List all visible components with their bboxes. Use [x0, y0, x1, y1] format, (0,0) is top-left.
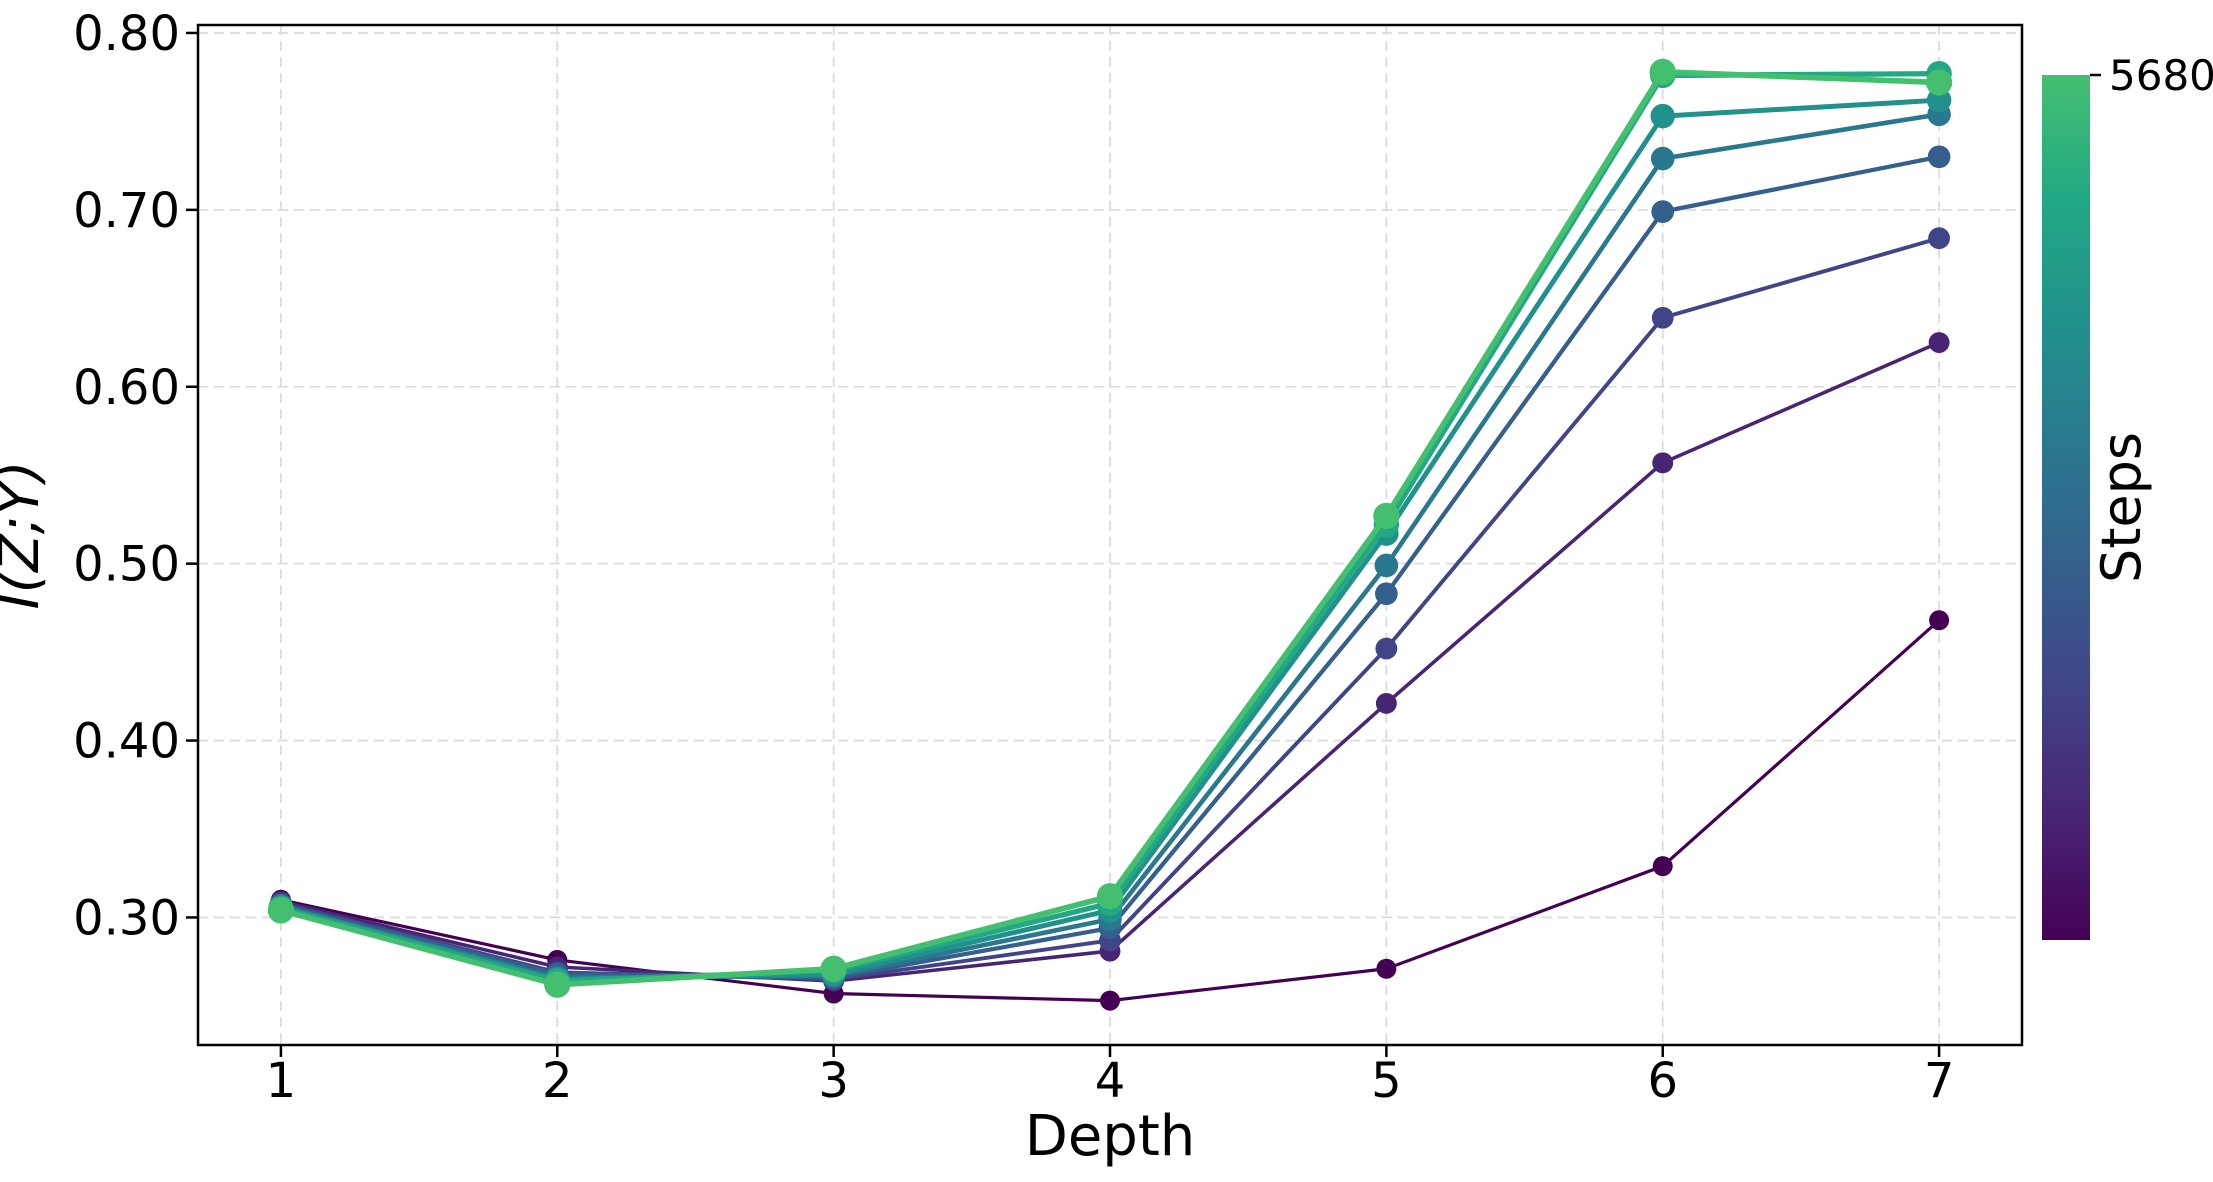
colorbar-label: Steps	[2090, 432, 2153, 583]
steps-line-8	[267, 58, 1953, 998]
data-point	[1375, 637, 1398, 660]
y-axis-label: I(Z;Y)	[0, 461, 51, 610]
data-point	[1375, 582, 1398, 606]
colorbar	[2042, 75, 2090, 940]
y-tick-label: 0.30	[73, 890, 180, 946]
data-point	[1651, 200, 1675, 223]
x-tick-label: 4	[1095, 1053, 1126, 1109]
series-line	[280, 154, 1940, 980]
y-tick-label: 0.70	[73, 183, 180, 239]
data-point	[1650, 103, 1675, 129]
y-tick-label: 0.40	[73, 714, 180, 770]
x-tick-label: 3	[818, 1053, 849, 1109]
x-tick-label: 6	[1647, 1053, 1678, 1109]
y-tick-label: 0.80	[73, 6, 180, 62]
data-point	[1096, 883, 1124, 910]
x-tick-label: 5	[1371, 1053, 1402, 1109]
data-point	[1925, 69, 1953, 96]
x-tick-label: 1	[266, 1053, 297, 1109]
x-axis-label: Depth	[1025, 1104, 1196, 1169]
data-point	[1376, 958, 1397, 979]
data-point	[267, 897, 295, 924]
data-point	[1100, 990, 1120, 1011]
x-tick-label: 2	[542, 1053, 573, 1109]
data-point	[1373, 502, 1400, 530]
data-point	[1928, 332, 1950, 353]
data-point	[1929, 610, 1950, 631]
data-point	[1374, 553, 1399, 578]
data-point	[544, 971, 571, 998]
data-point	[1650, 146, 1675, 171]
y-tick-label: 0.50	[73, 537, 180, 593]
x-tick-label: 7	[1924, 1053, 1955, 1109]
y-tick-label: 0.60	[73, 360, 180, 416]
data-point	[1651, 306, 1674, 329]
data-point	[1652, 856, 1673, 877]
ticks	[186, 31, 1941, 1057]
data-point	[1375, 692, 1397, 714]
data-point	[820, 955, 847, 982]
data-point	[1928, 227, 1950, 250]
colorbar-tick-label: 5680	[2109, 51, 2213, 100]
data-point	[1649, 58, 1676, 86]
data-point	[1927, 145, 1951, 169]
data-point	[1652, 452, 1674, 474]
